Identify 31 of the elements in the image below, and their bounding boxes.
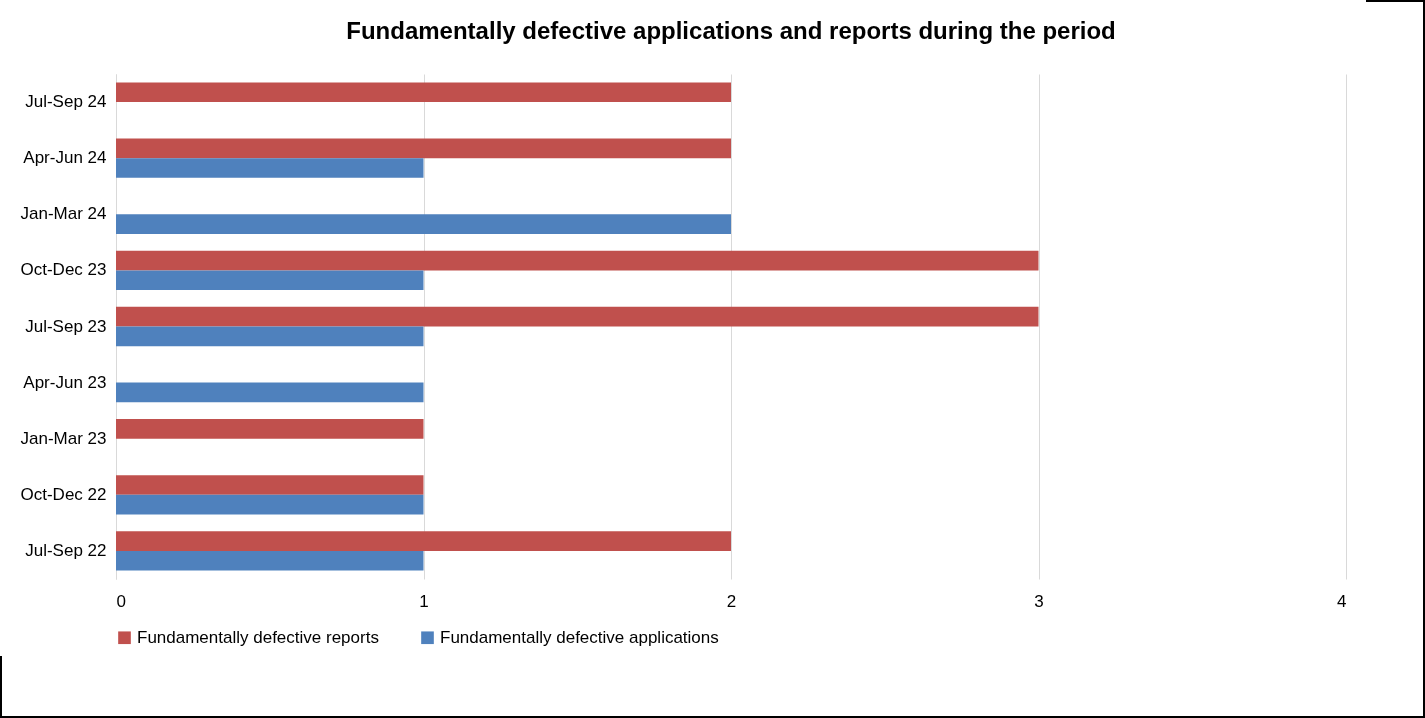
y-tick-label: Jul-Sep 23 xyxy=(25,316,107,336)
bar xyxy=(116,250,1039,271)
bar xyxy=(116,326,424,347)
y-tick-label: Apr-Jun 23 xyxy=(23,372,107,392)
legend-label: Fundamentally defective reports xyxy=(137,627,379,647)
bar xyxy=(116,494,424,515)
y-tick-label: Jul-Sep 22 xyxy=(25,540,107,560)
y-tick-label: Apr-Jun 24 xyxy=(23,148,107,168)
bar xyxy=(116,158,424,178)
y-tick-label: Jan-Mar 24 xyxy=(20,204,107,224)
bar xyxy=(116,475,424,495)
x-tick-label: 1 xyxy=(419,591,429,611)
y-tick-label: Jul-Sep 24 xyxy=(25,92,107,112)
bar xyxy=(116,382,424,403)
chart-title: Fundamentally defective applications and reports during the period xyxy=(346,17,1116,44)
x-tick-label: 0 xyxy=(116,591,126,611)
bar xyxy=(116,138,731,159)
bar xyxy=(116,214,731,234)
y-tick-label: Oct-Dec 23 xyxy=(20,260,107,280)
bar xyxy=(116,82,731,103)
y-tick-label: Jan-Mar 23 xyxy=(20,428,107,448)
bar xyxy=(116,306,1039,327)
bar xyxy=(116,531,731,551)
x-tick-label: 3 xyxy=(1034,591,1044,611)
bar xyxy=(116,270,424,291)
bar xyxy=(116,419,424,439)
x-tick-label: 4 xyxy=(1337,591,1347,611)
x-tick-label: 2 xyxy=(726,591,737,611)
legend-label: Fundamentally defective applications xyxy=(440,627,719,647)
y-tick-label: Oct-Dec 22 xyxy=(20,484,107,504)
bar xyxy=(116,550,424,571)
